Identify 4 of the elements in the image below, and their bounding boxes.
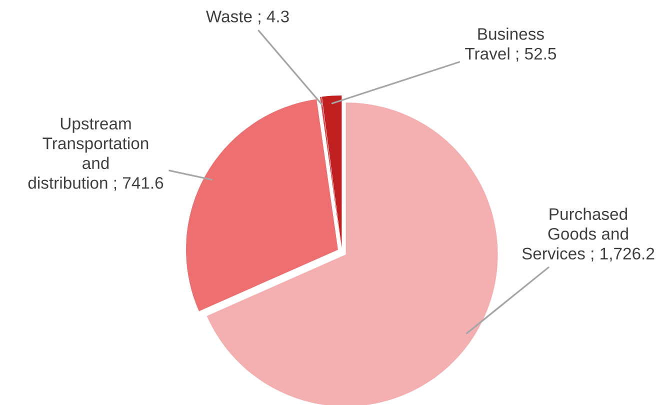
slice-label: Upstream Transportation and distribution ; 741.6 xyxy=(28,118,164,191)
slice-label: Purchased Goods and Services ; 1,726.2 xyxy=(522,208,654,262)
slice-label: Waste ; 4.3 xyxy=(206,10,289,24)
slice-label: Business Travel ; 52.5 xyxy=(465,28,556,62)
